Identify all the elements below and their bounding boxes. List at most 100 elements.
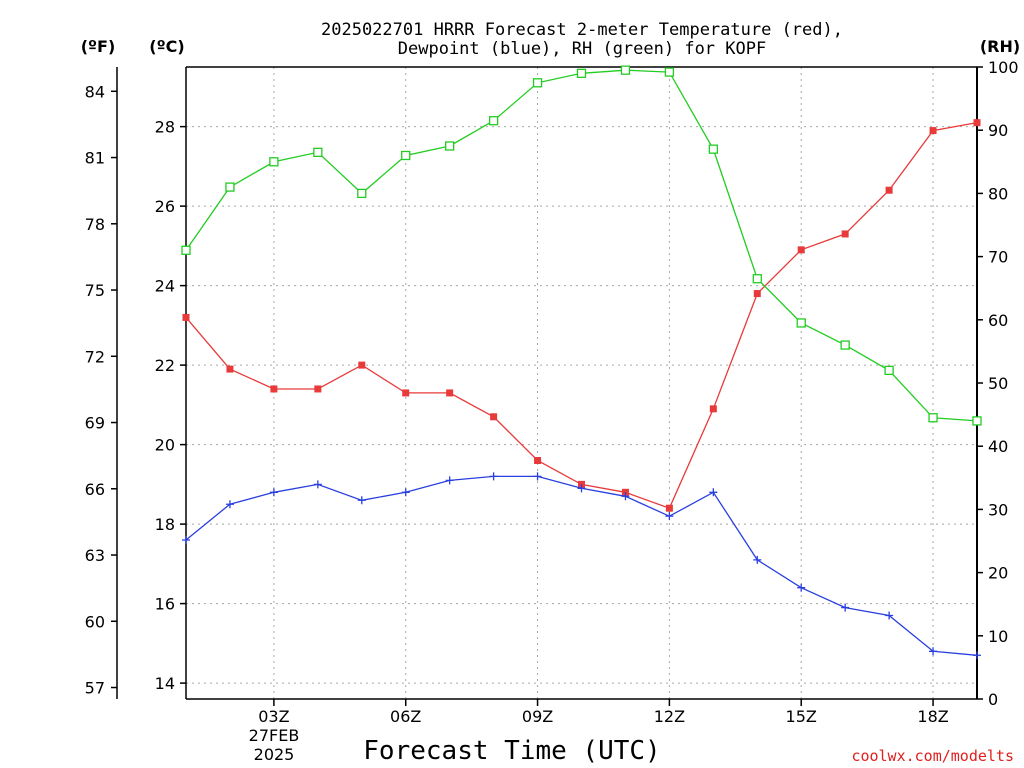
dewpoint-point	[709, 488, 718, 497]
rh-point	[401, 150, 411, 161]
fahrenheit-unit-label: (ºF)	[81, 37, 116, 56]
chart-title-line-2: Dewpoint (blue), RH (green) for KOPF	[398, 39, 766, 59]
rh-line	[185, 69, 978, 422]
celsius-tick-label: 16	[155, 595, 175, 614]
rh-tick-label: 30	[988, 500, 1008, 519]
celsius-tick-label: 20	[155, 436, 175, 455]
dewpoint-point	[973, 651, 981, 660]
temperature-point	[446, 389, 454, 397]
dewpoint-line	[185, 475, 978, 656]
rh-point	[840, 340, 850, 350]
temperature-point	[753, 290, 761, 298]
temperature-point	[314, 385, 322, 393]
grid-lines	[186, 67, 977, 699]
temperature-point	[182, 313, 190, 321]
rh-tick-label: 60	[988, 311, 1008, 330]
temperature-point	[270, 385, 278, 393]
rh-point	[357, 188, 367, 199]
temperature-point	[226, 365, 234, 373]
celsius-tick-label: 14	[155, 674, 175, 693]
rh-point	[181, 245, 191, 255]
temperature-point	[885, 186, 893, 194]
dewpoint-point	[577, 484, 586, 493]
fahrenheit-tick-label: 57	[85, 679, 105, 698]
rh-point	[532, 78, 543, 88]
axes	[111, 66, 983, 706]
temperature-point	[973, 119, 981, 127]
x-tick-label: 03Z	[258, 707, 289, 726]
dewpoint-point	[269, 488, 278, 497]
temperature-point	[841, 230, 849, 238]
dewpoint-point	[841, 603, 850, 612]
x-tick-label: 09Z	[522, 707, 553, 726]
rh-tick-label: 0	[988, 690, 998, 709]
rh-tick-label: 50	[988, 374, 1008, 393]
rh-tick-label: 80	[988, 184, 1008, 203]
temperature-line	[185, 121, 978, 510]
dewpoint-point	[401, 488, 410, 497]
dewpoint-point	[753, 555, 762, 564]
temperature-point	[534, 457, 542, 465]
rh-point	[576, 68, 587, 78]
rh-point	[488, 116, 499, 126]
fahrenheit-tick-label: 84	[85, 82, 105, 101]
fahrenheit-tick-label: 66	[85, 480, 105, 499]
rh-tick-label: 10	[988, 627, 1008, 646]
temperature-point	[490, 413, 498, 421]
dewpoint-point	[797, 583, 806, 592]
dewpoint-point	[182, 536, 190, 545]
rh-point	[664, 67, 675, 77]
fahrenheit-tick-label: 69	[85, 414, 105, 433]
rh-point	[708, 144, 718, 154]
celsius-tick-label: 18	[155, 515, 175, 534]
rh-tick-label: 40	[988, 437, 1008, 456]
rh-tick-label: 20	[988, 564, 1008, 583]
celsius-tick-label: 26	[155, 197, 175, 216]
credit-text: coolwx.com/modelts	[851, 747, 1014, 765]
dewpoint-point	[665, 512, 674, 521]
fahrenheit-tick-label: 63	[85, 546, 105, 565]
x-tick-label: 15Z	[786, 707, 817, 726]
celsius-tick-label: 24	[155, 277, 175, 296]
temperature-point	[929, 127, 937, 135]
rh-point	[972, 416, 982, 426]
rh-point	[752, 274, 762, 284]
celsius-tick-label: 28	[155, 118, 175, 137]
data-series	[181, 65, 982, 660]
dewpoint-point	[489, 472, 498, 481]
tick-labels: 57 60 63 66 69 72 75 78 81 84 14 16 18 20 22 24 26 28 0 10 2…	[85, 58, 1019, 726]
celsius-unit-label: (ºC)	[149, 37, 184, 56]
rh-point	[884, 365, 894, 376]
celsius-tick-label: 22	[155, 356, 175, 375]
fahrenheit-tick-label: 81	[85, 149, 105, 168]
x-axis-label: Forecast Time (UTC)	[363, 736, 660, 766]
rh-point	[928, 413, 938, 423]
dewpoint-point	[225, 500, 234, 509]
temperature-point	[402, 389, 410, 397]
dewpoint-point	[885, 611, 894, 620]
dewpoint-point	[929, 647, 938, 656]
rh-tick-label: 100	[988, 58, 1019, 77]
dewpoint-point	[445, 476, 454, 485]
fahrenheit-tick-label: 60	[85, 612, 105, 631]
temperature-point	[709, 405, 717, 413]
rh-tick-label: 70	[988, 248, 1008, 267]
dewpoint-point	[621, 492, 630, 501]
x-tick-label: 18Z	[917, 707, 948, 726]
date-label-day: 27FEB	[249, 726, 300, 745]
fahrenheit-tick-label: 78	[85, 215, 105, 234]
rh-point	[269, 157, 279, 167]
fahrenheit-tick-label: 75	[85, 281, 105, 300]
temperature-point	[665, 504, 673, 512]
rh-point	[620, 65, 631, 75]
rh-tick-label: 90	[988, 121, 1008, 140]
rh-point	[225, 182, 235, 192]
rh-point	[445, 141, 455, 151]
chart-title-line-1: 2025022701 HRRR Forecast 2-meter Tempera…	[321, 20, 843, 40]
dewpoint-point	[357, 496, 366, 505]
x-tick-label: 12Z	[654, 707, 685, 726]
x-tick-label: 06Z	[390, 707, 421, 726]
dewpoint-point	[313, 480, 322, 489]
rh-unit-label: (RH)	[980, 37, 1020, 56]
temperature-point	[358, 361, 366, 369]
